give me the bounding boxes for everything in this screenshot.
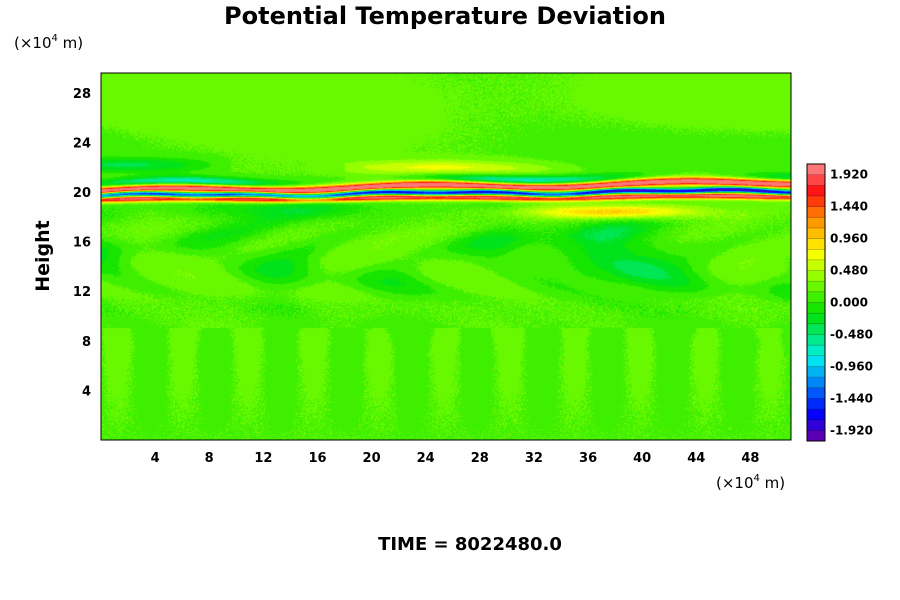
colorbar-bin — [807, 334, 825, 346]
colorbar-tick-label: 1.920 — [830, 168, 868, 182]
colorbar-bin — [807, 270, 825, 282]
colorbar-tick-label: 0.480 — [830, 264, 868, 278]
colorbar-bin — [807, 291, 825, 303]
x-tick-label: 20 — [363, 451, 381, 466]
colorbar-bin — [807, 195, 825, 207]
colorbar-tick-label: 0.960 — [830, 232, 868, 246]
x-tick-label: 32 — [525, 451, 543, 466]
colorbar-bin — [807, 217, 825, 229]
x-tick-label: 12 — [254, 451, 272, 466]
x-tick-label: 24 — [417, 451, 435, 466]
colorbar-tick-label: -1.440 — [830, 391, 873, 405]
x-tick-label: 4 — [151, 451, 160, 466]
colorbar-bin — [807, 206, 825, 218]
colorbar-bin — [807, 419, 825, 431]
y-axis-unit: (×104 m) — [14, 33, 83, 52]
heatmap-field — [101, 73, 791, 440]
y-axis: 4 8 12 16 20 24 28 — [73, 87, 91, 400]
chart-title: Potential Temperature Deviation — [224, 2, 666, 30]
colorbar-tick-label: 0.000 — [830, 296, 868, 310]
x-tick-label: 28 — [471, 451, 489, 466]
x-tick-label: 44 — [687, 451, 705, 466]
x-tick-label: 48 — [741, 451, 759, 466]
colorbar-bin — [807, 164, 825, 175]
colorbar-tick-label: -1.920 — [830, 423, 873, 437]
y-tick-label: 20 — [73, 186, 91, 201]
plot-frame — [100, 72, 792, 441]
x-tick-label: 8 — [205, 451, 214, 466]
colorbar-bin — [807, 313, 825, 325]
colorbar-bin — [807, 387, 825, 399]
colorbar-bin — [807, 377, 825, 389]
colorbar-bin — [807, 249, 825, 261]
y-tick-label: 28 — [73, 87, 91, 102]
colorbar-bin — [807, 238, 825, 250]
x-tick-label: 16 — [308, 451, 326, 466]
y-tick-label: 16 — [73, 236, 91, 251]
colorbar-bin — [807, 323, 825, 335]
colorbar-bin — [807, 366, 825, 378]
y-tick-label: 24 — [73, 136, 91, 151]
colorbar-bin — [807, 185, 825, 197]
y-tick-label: 8 — [82, 335, 91, 350]
colorbar-bin — [807, 259, 825, 271]
colorbar-frame — [806, 163, 826, 442]
colorbar-bin — [807, 281, 825, 293]
colorbar-bin — [807, 227, 825, 239]
colorbar — [806, 163, 826, 442]
time-label: TIME = 8022480.0 — [378, 534, 562, 555]
colorbar-bin — [807, 355, 825, 367]
colorbar-bin — [807, 398, 825, 410]
y-axis-label: Height — [32, 220, 54, 292]
colorbar-bin — [807, 302, 825, 314]
y-tick-label: 12 — [73, 285, 91, 300]
colorbar-bin — [807, 174, 825, 186]
colorbar-tick-label: -0.960 — [830, 359, 873, 373]
plot-area — [100, 72, 792, 441]
colorbar-tick-label: -0.480 — [830, 328, 873, 342]
colorbar-bin — [807, 430, 825, 442]
colorbar-bin — [807, 409, 825, 420]
x-tick-label: 36 — [579, 451, 597, 466]
x-axis: 4 8 12 16 20 24 28 32 36 40 44 48 — [151, 451, 760, 466]
x-axis-unit: (×104 m) — [716, 473, 785, 492]
colorbar-labels: 1.920 1.440 0.960 0.480 0.000 -0.480 -0.960 -1.… — [830, 168, 873, 438]
colorbar-tick-label: 1.440 — [830, 200, 868, 214]
x-tick-label: 40 — [633, 451, 651, 466]
y-tick-label: 4 — [82, 384, 91, 399]
colorbar-bin — [807, 345, 825, 357]
